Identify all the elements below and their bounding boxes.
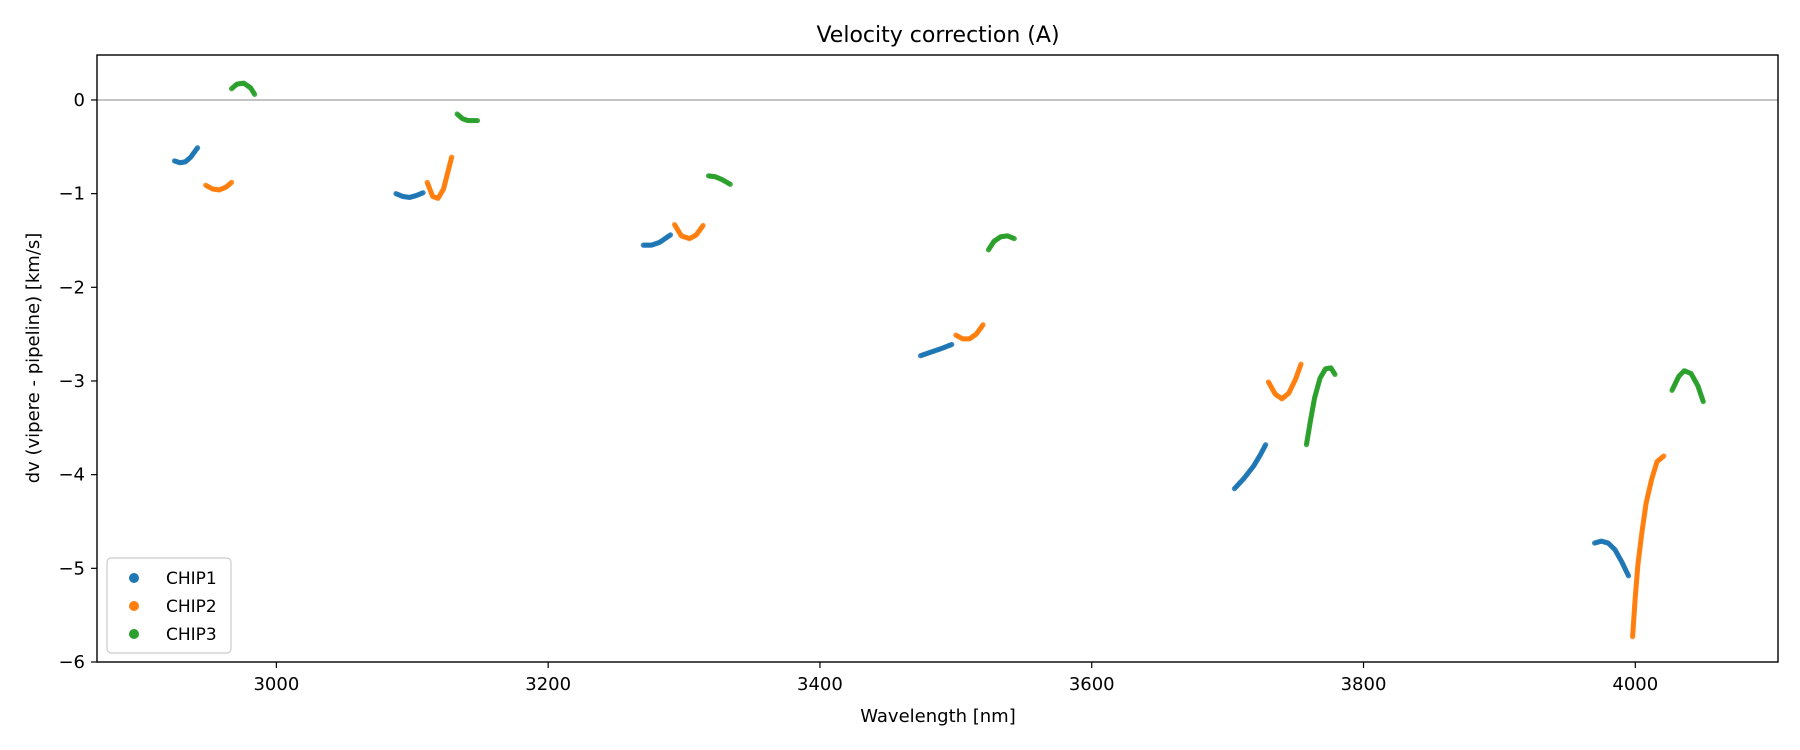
- legend-box: [106, 557, 232, 654]
- data-point: [1661, 453, 1667, 459]
- x-tick-label: 3800: [1341, 674, 1387, 695]
- x-tick-label: 3400: [797, 674, 843, 695]
- data-series-layer: [171, 80, 1706, 640]
- data-point: [1700, 398, 1706, 405]
- x-axis-label: Wavelength [nm]: [860, 706, 1016, 727]
- data-point: [700, 222, 706, 229]
- x-tick-label: 3000: [253, 674, 299, 695]
- chart-title: Velocity correction (A): [816, 23, 1059, 48]
- data-point: [474, 117, 481, 124]
- legend-label-chip3: CHIP3: [166, 625, 217, 645]
- data-point: [980, 322, 986, 328]
- data-point: [194, 145, 201, 151]
- x-tick-label: 3200: [525, 674, 571, 695]
- legend-label-chip1: CHIP1: [166, 569, 217, 589]
- data-point: [1332, 371, 1338, 378]
- y-tick-label: −4: [58, 465, 85, 486]
- series-chip3: [228, 80, 1706, 448]
- y-tick-label: −5: [58, 558, 85, 579]
- x-tick-label: 3600: [1069, 674, 1115, 695]
- y-axis-label: dv (vipere - pipeline) [km/s]: [23, 233, 44, 484]
- legend-marker-chip1: [129, 573, 139, 583]
- series-chip2: [203, 154, 1667, 640]
- series-chip1: [171, 145, 1632, 579]
- y-axis-ticks: 0 −1 −2 −3 −4 −5 −6: [58, 90, 97, 673]
- data-point: [1625, 573, 1632, 579]
- plot-frame: [96, 54, 1779, 663]
- x-axis-ticks: 3000 3200 3400 3600 3800 4000: [253, 662, 1658, 695]
- data-point: [420, 190, 426, 196]
- legend-label-chip2: CHIP2: [166, 597, 217, 617]
- data-point: [228, 179, 235, 185]
- data-point: [1011, 235, 1017, 242]
- legend-marker-chip3: [129, 629, 139, 639]
- data-point: [449, 154, 455, 160]
- x-tick-label: 4000: [1612, 674, 1658, 695]
- legend-marker-chip2: [129, 601, 139, 611]
- data-point: [949, 341, 955, 348]
- y-tick-label: 0: [74, 90, 85, 111]
- y-tick-label: −1: [58, 184, 85, 205]
- legend: CHIP1 CHIP2 CHIP3: [106, 557, 232, 654]
- data-point: [252, 91, 258, 97]
- data-point: [1263, 442, 1269, 448]
- y-tick-label: −2: [58, 277, 85, 298]
- y-tick-label: −3: [58, 371, 85, 392]
- y-tick-label: −6: [58, 652, 85, 673]
- data-point: [1298, 361, 1304, 367]
- data-point: [727, 181, 733, 187]
- data-point: [667, 232, 674, 238]
